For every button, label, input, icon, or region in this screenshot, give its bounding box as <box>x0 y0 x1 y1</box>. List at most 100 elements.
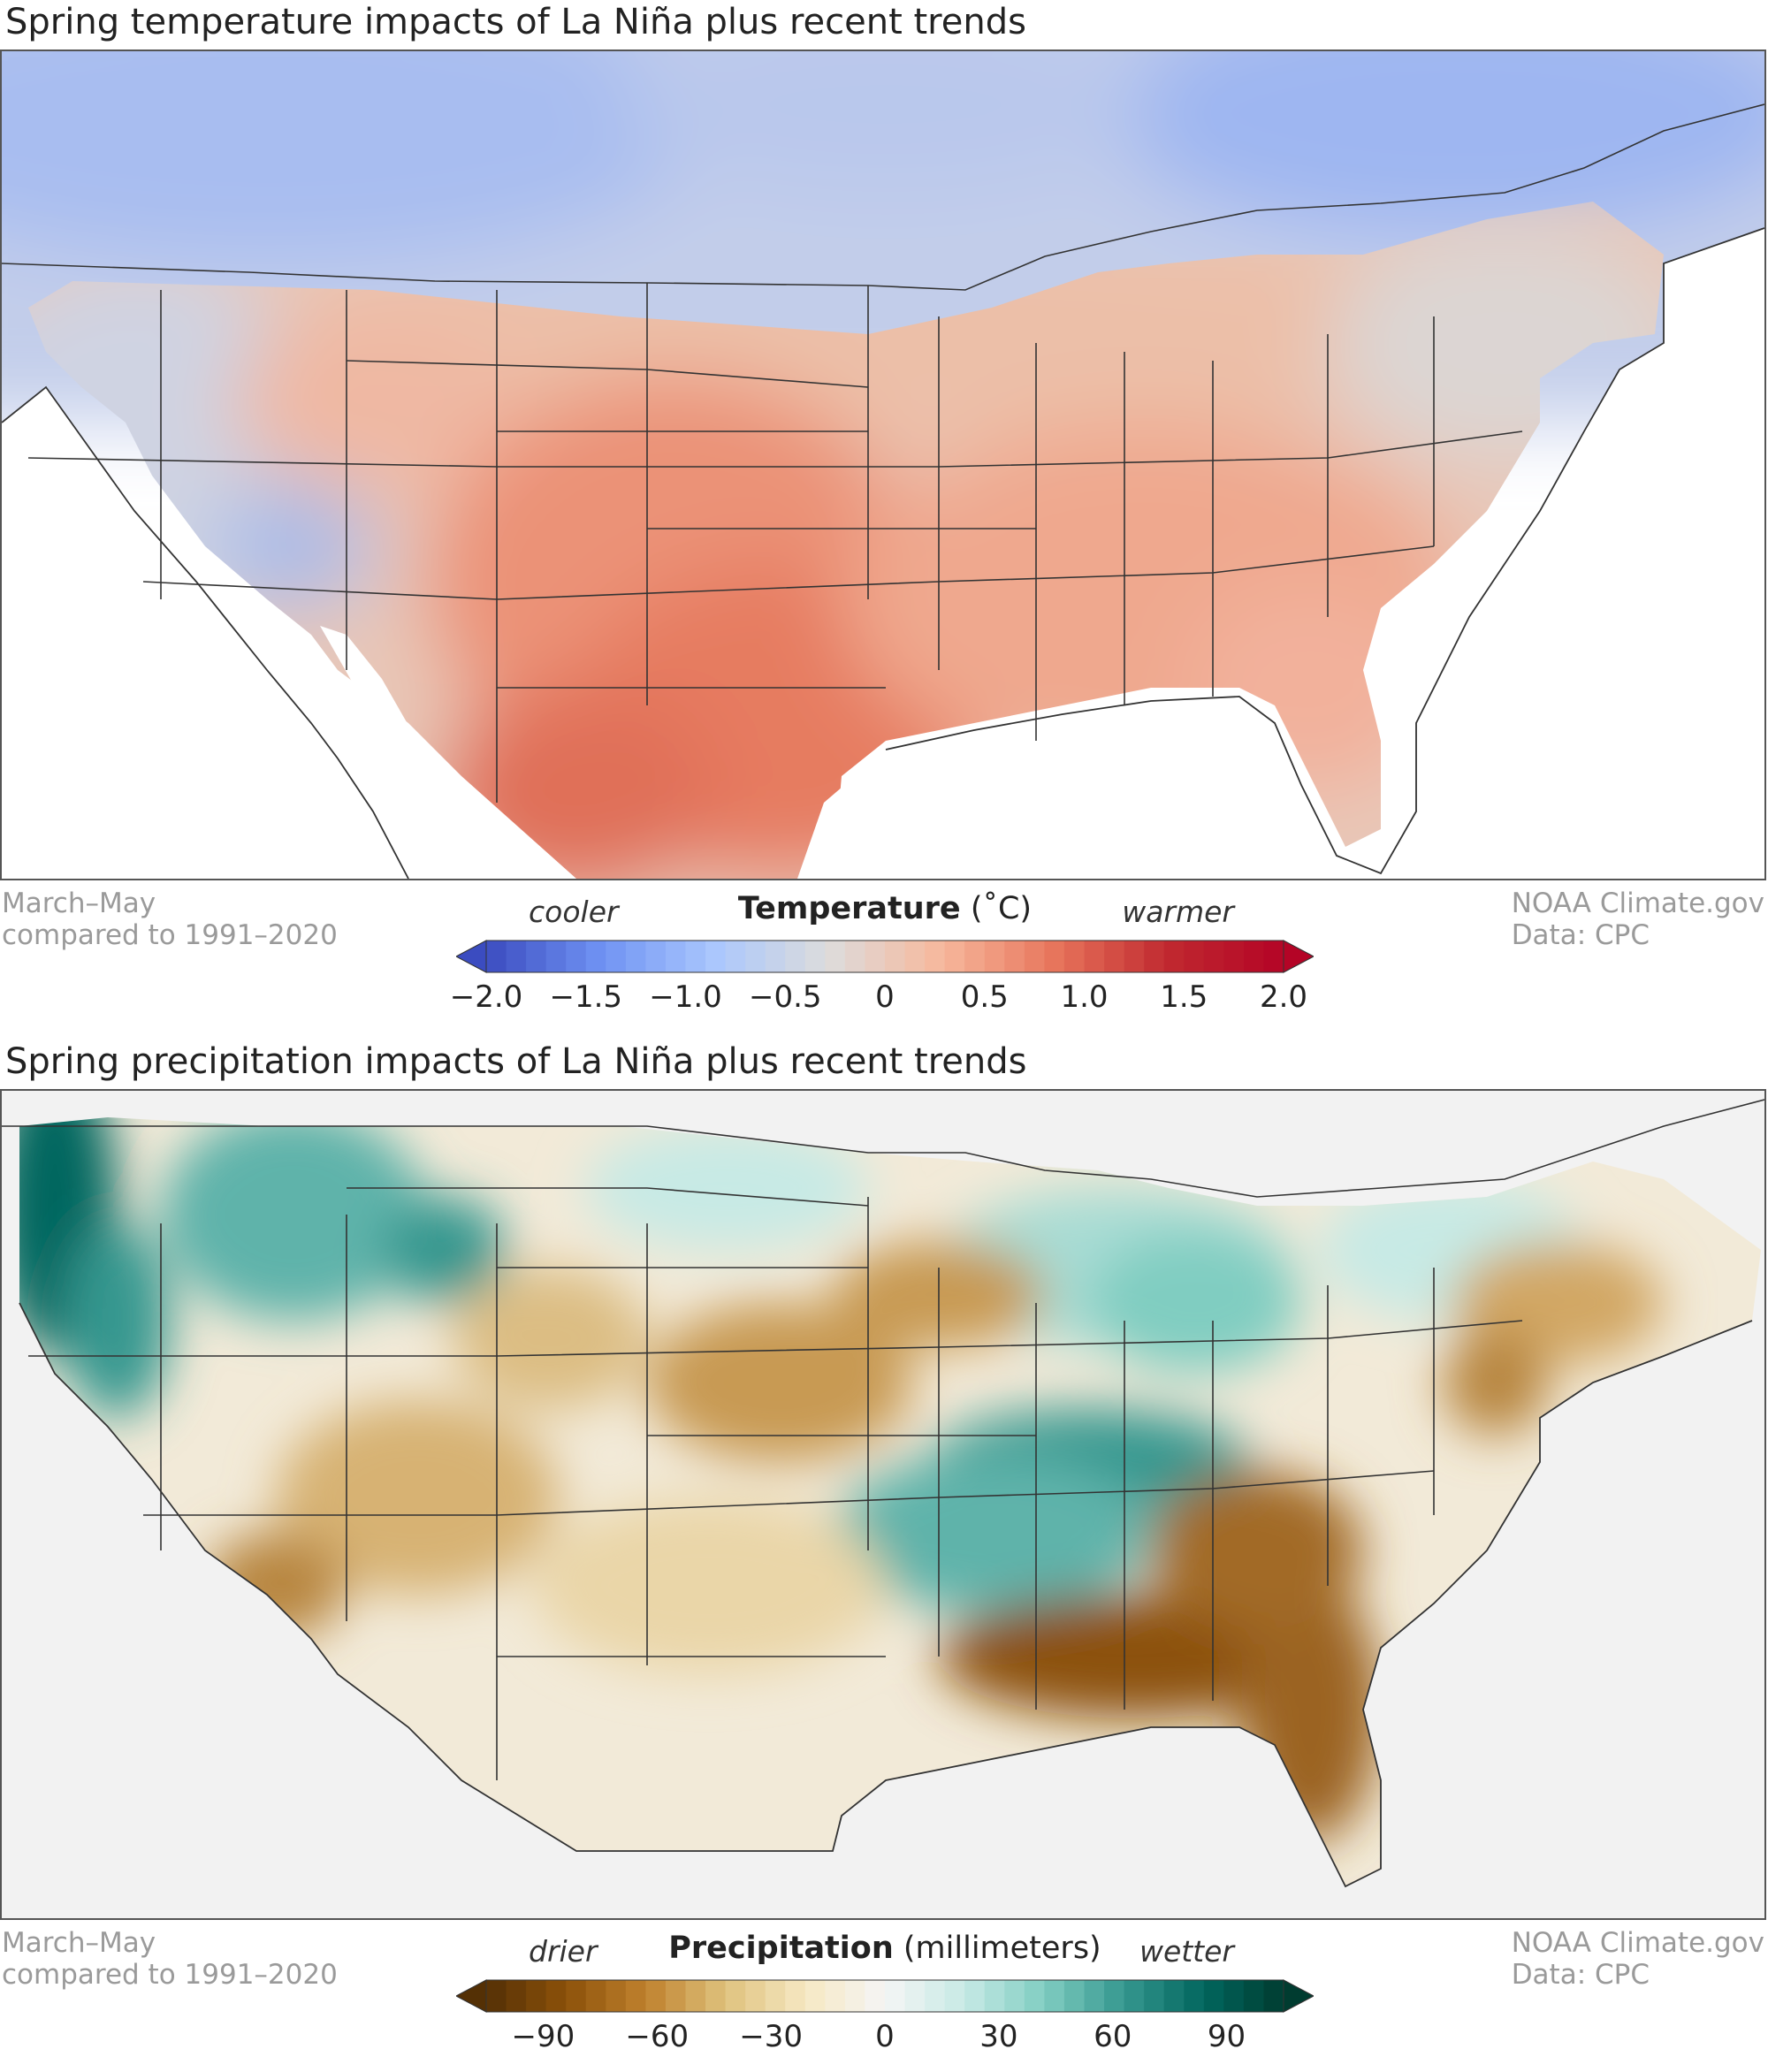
temperature-map-title: Spring temperature impacts of La Niña pl… <box>5 2 1026 42</box>
precipitation-colorbar-cell <box>1184 1980 1205 2012</box>
temperature-colorbar <box>456 940 1314 973</box>
temperature-colorbar-cell <box>984 941 1005 972</box>
temperature-colorbar-cell <box>865 941 886 972</box>
precipitation-colorbar-cell <box>745 1980 766 2012</box>
temperature-colorbar-cell <box>1084 941 1105 972</box>
temperature-colorbar-cell <box>1184 941 1205 972</box>
temperature-colorbar-ticks: −2.0 −1.5 −1.0 −0.5 0 0.5 1.0 1.5 2.0 <box>450 979 1314 1018</box>
temperature-colorbar-cell <box>645 941 667 972</box>
temperature-colorbar-cell <box>844 941 866 972</box>
temperature-colorbar-cell <box>745 941 766 972</box>
precipitation-colorbar-cell <box>1063 1980 1086 2012</box>
precipitation-credit: NOAA Climate.gov <box>1511 1927 1764 1959</box>
temperature-colorbar-cell <box>785 941 806 972</box>
temperature-colorbar-cell <box>964 941 986 972</box>
temperature-colorbar-cell <box>486 941 507 972</box>
precipitation-colorbar-tick-label: −60 <box>625 2019 690 2054</box>
temperature-legend-unit: (˚C) <box>970 891 1033 926</box>
precipitation-colorbar-cell <box>964 1980 986 2012</box>
precipitation-colorbar-cell <box>944 1980 965 2012</box>
temperature-credit-block: NOAA Climate.gov Data: CPC <box>1512 887 1764 951</box>
precipitation-legend-title-text: Precipitation <box>668 1931 894 1966</box>
precipitation-colorbar-cell <box>606 1980 627 2012</box>
temperature-colorbar-cell <box>1104 941 1125 972</box>
temperature-colorbar-tick-label: −1.0 <box>649 979 722 1015</box>
precipitation-colorbar-cell <box>984 1980 1005 2012</box>
temperature-colorbar-tick-label: −0.5 <box>748 979 822 1015</box>
temperature-credit: NOAA Climate.gov <box>1511 887 1764 919</box>
temperature-colorbar-cell <box>625 941 646 972</box>
temperature-colorbar-cell <box>585 941 606 972</box>
precipitation-colorbar-cell <box>685 1980 706 2012</box>
precipitation-colorbar-high-arrow <box>1283 1979 1314 2013</box>
precipitation-map-title: Spring precipitation impacts of La Niña … <box>5 1041 1027 1082</box>
precipitation-colorbar-cell <box>1243 1980 1265 2012</box>
precipitation-colorbar-cell <box>486 1980 507 2012</box>
precipitation-colorbar-cell <box>844 1980 866 2012</box>
temperature-colorbar-cell <box>944 941 965 972</box>
temperature-colorbar-tick-label: 0 <box>875 979 895 1015</box>
temperature-colorbar-cell <box>1243 941 1265 972</box>
precipitation-baseline: compared to 1991–2020 <box>2 1959 338 1991</box>
precipitation-period: March–May <box>2 1927 156 1959</box>
precipitation-colorbar-cell <box>1004 1980 1025 2012</box>
temperature-colorbar-cell <box>1223 941 1245 972</box>
precipitation-colorbar-cell <box>1044 1980 1065 2012</box>
precipitation-map <box>0 1089 1766 1920</box>
precipitation-colorbar-cell <box>1124 1980 1145 2012</box>
precipitation-colorbar-cell <box>526 1980 547 2012</box>
precipitation-colorbar-cell <box>785 1980 806 2012</box>
precipitation-colorbar-cell <box>1024 1980 1045 2012</box>
temperature-colorbar-tick-label: 0.5 <box>960 979 1009 1015</box>
temperature-legend-high-label: warmer <box>1122 895 1234 929</box>
temperature-period-note: March–May compared to 1991–2020 <box>2 887 338 951</box>
precipitation-colorbar-cell <box>825 1980 846 2012</box>
temperature-colorbar-cell <box>885 941 906 972</box>
precipitation-colorbar-cell <box>506 1980 527 2012</box>
precipitation-colorbar-tick-label: −90 <box>511 2019 575 2054</box>
precipitation-legend-low-label: drier <box>529 1934 598 1969</box>
precipitation-colorbar-cell <box>1223 1980 1245 2012</box>
precipitation-colorbar-tick-label: 0 <box>875 2019 895 2054</box>
precipitation-source: Data: CPC <box>1511 1959 1650 1991</box>
precipitation-colorbar-cell <box>885 1980 906 2012</box>
precipitation-credit-block: NOAA Climate.gov Data: CPC <box>1512 1927 1764 1991</box>
temperature-colorbar-tick-label: 1.5 <box>1160 979 1208 1015</box>
precipitation-colorbar-cell <box>765 1980 786 2012</box>
temperature-colorbar-cell <box>1063 941 1086 972</box>
temperature-colorbar-tick-label: 1.0 <box>1060 979 1109 1015</box>
temperature-colorbar-low-arrow <box>456 940 487 973</box>
temperature-colorbar-tick-label: −2.0 <box>449 979 523 1015</box>
precipitation-colorbar-cell <box>804 1980 826 2012</box>
precipitation-legend-high-label: wetter <box>1139 1934 1234 1969</box>
temperature-period: March–May <box>2 887 156 919</box>
precipitation-legend: drier Precipitation (millimeters) wetter… <box>456 1931 1314 2072</box>
temperature-colorbar-cell <box>825 941 846 972</box>
temperature-legend: cooler Temperature (˚C) warmer −2.0 −1.5−… <box>450 891 1314 1032</box>
precipitation-colorbar-cell <box>925 1980 946 2012</box>
temperature-colorbar-cell <box>1004 941 1025 972</box>
precipitation-colorbar-cell <box>904 1980 926 2012</box>
precipitation-colorbar-tick-label: −30 <box>739 2019 804 2054</box>
temperature-colorbar-tick-label: 2.0 <box>1259 979 1308 1015</box>
temperature-legend-title-text: Temperature <box>737 891 961 926</box>
precipitation-colorbar-cell <box>566 1980 587 2012</box>
precipitation-colorbar-cell <box>1084 1980 1105 2012</box>
precipitation-colorbar-tick-label: 60 <box>1094 2019 1132 2054</box>
precipitation-colorbar-tick-label: 90 <box>1207 2019 1246 2054</box>
temperature-colorbar-cell <box>1144 941 1165 972</box>
precipitation-colorbar <box>456 1979 1314 2013</box>
temperature-colorbar-cell <box>765 941 786 972</box>
temperature-colorbar-cell <box>1124 941 1145 972</box>
temperature-colorbar-tick-label: −1.5 <box>549 979 623 1015</box>
precipitation-colorbar-cell <box>1263 1980 1284 2012</box>
precipitation-colorbar-cell <box>1104 1980 1125 2012</box>
temperature-legend-low-label: cooler <box>529 895 619 929</box>
temperature-map <box>0 50 1766 880</box>
precipitation-colorbar-cell <box>1163 1980 1185 2012</box>
temperature-colorbar-cell <box>506 941 527 972</box>
precipitation-panel: Spring precipitation impacts of La Niña … <box>0 1040 1768 2061</box>
temperature-colorbar-cell <box>1044 941 1065 972</box>
temperature-legend-title: Temperature (˚C) <box>456 891 1314 926</box>
precipitation-colorbar-cell <box>665 1980 687 2012</box>
